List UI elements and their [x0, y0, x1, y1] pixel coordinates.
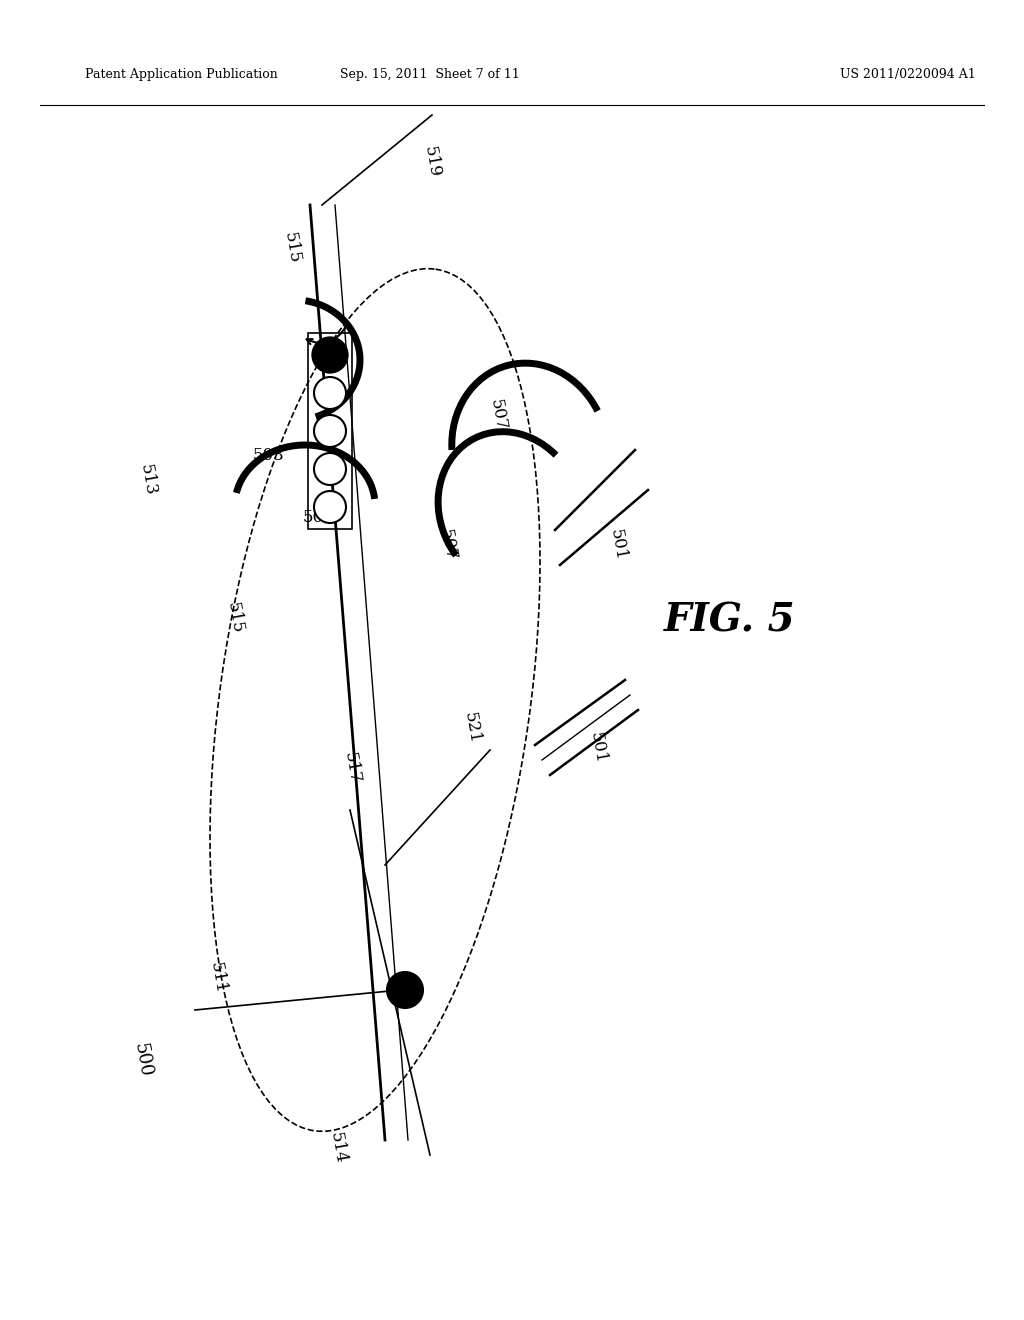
Text: 517: 517 [341, 751, 364, 785]
Text: 513: 513 [137, 463, 159, 498]
Text: FIG. 5: FIG. 5 [665, 601, 796, 639]
Circle shape [314, 491, 346, 523]
Text: 515: 515 [224, 601, 246, 635]
Circle shape [314, 414, 346, 447]
Circle shape [312, 338, 347, 372]
Text: 505: 505 [302, 510, 334, 527]
Circle shape [314, 453, 346, 484]
Text: 519: 519 [421, 145, 443, 180]
Bar [308, 333, 352, 529]
Text: Sep. 15, 2011  Sheet 7 of 11: Sep. 15, 2011 Sheet 7 of 11 [340, 69, 520, 81]
Text: 521: 521 [461, 711, 483, 744]
Circle shape [314, 378, 346, 409]
Text: 511: 511 [207, 961, 229, 995]
Text: 501: 501 [607, 528, 629, 562]
Text: 515: 515 [281, 231, 303, 265]
Text: Patent Application Publication: Patent Application Publication [85, 69, 278, 81]
Circle shape [387, 972, 423, 1008]
Text: 514: 514 [327, 1131, 349, 1166]
Text: 503: 503 [252, 446, 284, 463]
Text: 507: 507 [486, 397, 509, 432]
Text: 501: 501 [587, 731, 609, 766]
Text: US 2011/0220094 A1: US 2011/0220094 A1 [840, 69, 976, 81]
Text: 507: 507 [437, 528, 459, 562]
Text: 500: 500 [130, 1041, 154, 1078]
